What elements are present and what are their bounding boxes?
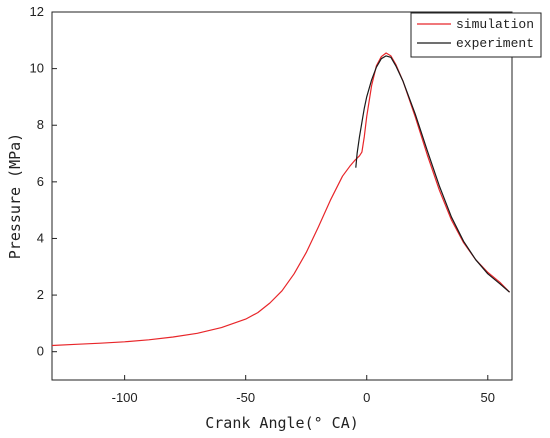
y-tick-label: 2	[37, 287, 44, 302]
y-axis-title: Pressure (MPa)	[6, 133, 24, 259]
x-tick-label: -50	[236, 390, 255, 405]
legend-box	[410, 12, 542, 58]
series-line-experiment	[355, 55, 510, 293]
x-tick-label: 50	[481, 390, 495, 405]
legend: simulation experiment	[410, 12, 542, 58]
y-tick-label: 0	[37, 344, 44, 359]
y-axis-ticks: 0 2 4 6 8 10 12	[30, 4, 57, 359]
series-line-simulation	[51, 52, 511, 347]
y-tick-label: 6	[37, 174, 44, 189]
legend-label-experiment: experiment	[456, 36, 534, 51]
x-tick-label: 0	[363, 390, 370, 405]
y-tick-label: 8	[37, 117, 44, 132]
y-tick-label: 4	[37, 230, 44, 245]
y-tick-label: 12	[30, 4, 44, 19]
x-axis-ticks: -100 -50 0 50	[112, 375, 495, 405]
x-tick-label: -100	[112, 390, 138, 405]
plot-frame	[51, 11, 513, 381]
y-tick-label: 10	[30, 61, 44, 76]
series-layer	[51, 52, 511, 347]
legend-label-simulation: simulation	[456, 17, 534, 32]
x-axis-title: Crank Angle(° CA)	[205, 414, 359, 432]
